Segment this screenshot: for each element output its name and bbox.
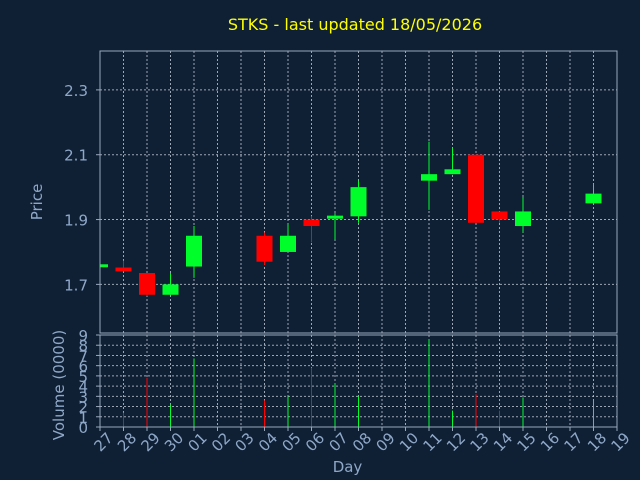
candle-body: [280, 235, 296, 252]
candle-body: [468, 154, 484, 223]
volume-tick-label: 5: [78, 368, 88, 386]
price-frame: [99, 50, 618, 334]
candles: [99, 141, 602, 296]
volume-axis-label: Volume (0000): [50, 330, 68, 440]
x-axis-label: Day: [333, 458, 363, 476]
price-axis: 1.7 1.9 2.1 2.3: [64, 82, 100, 294]
price-tick-label: 2.3: [64, 82, 88, 100]
candle-body: [327, 215, 343, 219]
volume-tick-label: 6: [78, 358, 88, 376]
price-tick-label: 2.1: [64, 147, 88, 165]
candle-body: [186, 235, 202, 267]
candle-body: [444, 169, 461, 175]
candle-body: [585, 193, 602, 204]
candle-body: [515, 211, 531, 227]
chart-title: STKS - last updated 18/05/2026: [228, 15, 482, 34]
candle-body: [139, 273, 155, 295]
volume-tick-label: 3: [78, 388, 88, 406]
candle-body: [115, 267, 132, 272]
candle-body: [491, 211, 508, 220]
volume-tick-label: 4: [78, 378, 88, 396]
candle-body: [256, 235, 273, 262]
volume-tick-label: 1: [78, 409, 88, 427]
candle-body: [162, 284, 179, 295]
price-tick-label: 1.7: [64, 276, 88, 294]
volume-tick-label: 0: [78, 419, 88, 437]
volume-tick-label: 7: [78, 347, 88, 365]
volume-tick-label: 2: [78, 399, 88, 417]
volume-tick-label: 8: [78, 337, 88, 355]
candle-body: [100, 264, 108, 268]
volume-tick-label: 9: [78, 327, 88, 345]
candle-body: [421, 174, 437, 181]
price-axis-label: Price: [28, 184, 46, 221]
volume-bars: [123, 339, 594, 427]
candle-body: [350, 187, 367, 217]
x-axis: 2728293001020304050607080910111213141516…: [91, 427, 634, 455]
price-tick-label: 1.9: [64, 212, 88, 230]
candle-body: [303, 219, 320, 227]
